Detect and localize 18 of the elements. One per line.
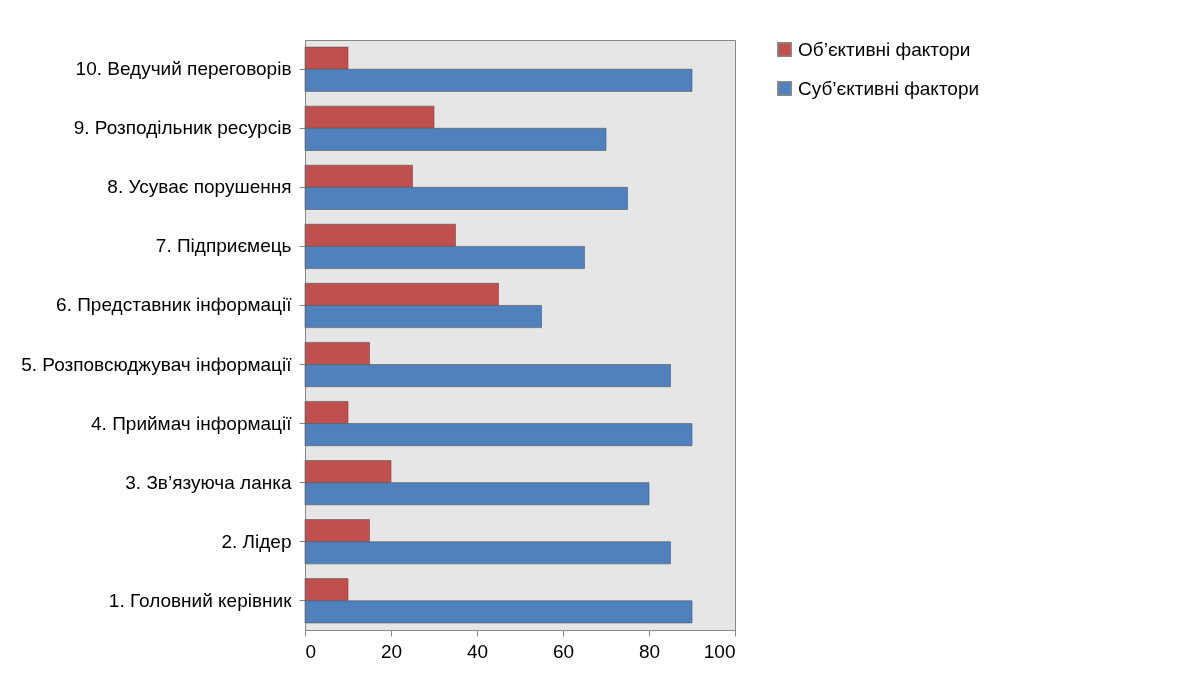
x-tick-label: 100 [703,640,736,662]
x-tick-label: 80 [638,640,661,662]
x-tick-label: 20 [380,640,403,662]
y-tick-label: 7. Підприємець [155,235,292,257]
legend-label: Суб’єктивні фактори [798,77,980,99]
legend-label: Об’єктивні фактори [798,38,971,60]
y-tick-label: 5. Розповсюджувач інформації [21,353,293,375]
y-tick-label: 1. Головний керівник [108,589,293,611]
x-tick-label: 60 [552,640,575,662]
y-tick-label: 3. Зв’язуюча ланка [125,471,292,493]
y-tick-label: 8. Усуває порушення [107,176,292,198]
y-tick-label: 6. Представник інформації [56,294,293,316]
x-tick-label: 0 [305,640,317,662]
x-tick-label: 40 [466,640,489,662]
y-tick-label: 10. Ведучий переговорів [75,58,292,80]
y-tick-label: 9. Розподільник ресурсів [73,117,292,139]
y-tick-label: 2. Лідер [221,530,292,552]
y-tick-label: 4. Приймач інформації [91,412,293,434]
